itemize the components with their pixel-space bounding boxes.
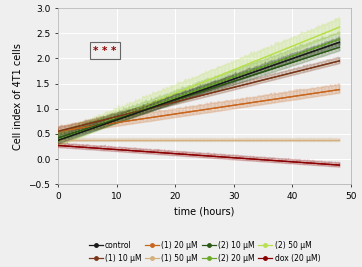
Legend: control, (1) 10 μM, (1) 20 μM, (1) 50 μM, (2) 10 μM, (2) 20 μM, (2) 50 μM, dox (: control, (1) 10 μM, (1) 20 μM, (1) 50 μM… — [89, 241, 320, 263]
Text: * * *: * * * — [93, 46, 117, 56]
Y-axis label: Cell index of 4T1 cells: Cell index of 4T1 cells — [13, 43, 23, 150]
X-axis label: time (hours): time (hours) — [174, 206, 235, 217]
